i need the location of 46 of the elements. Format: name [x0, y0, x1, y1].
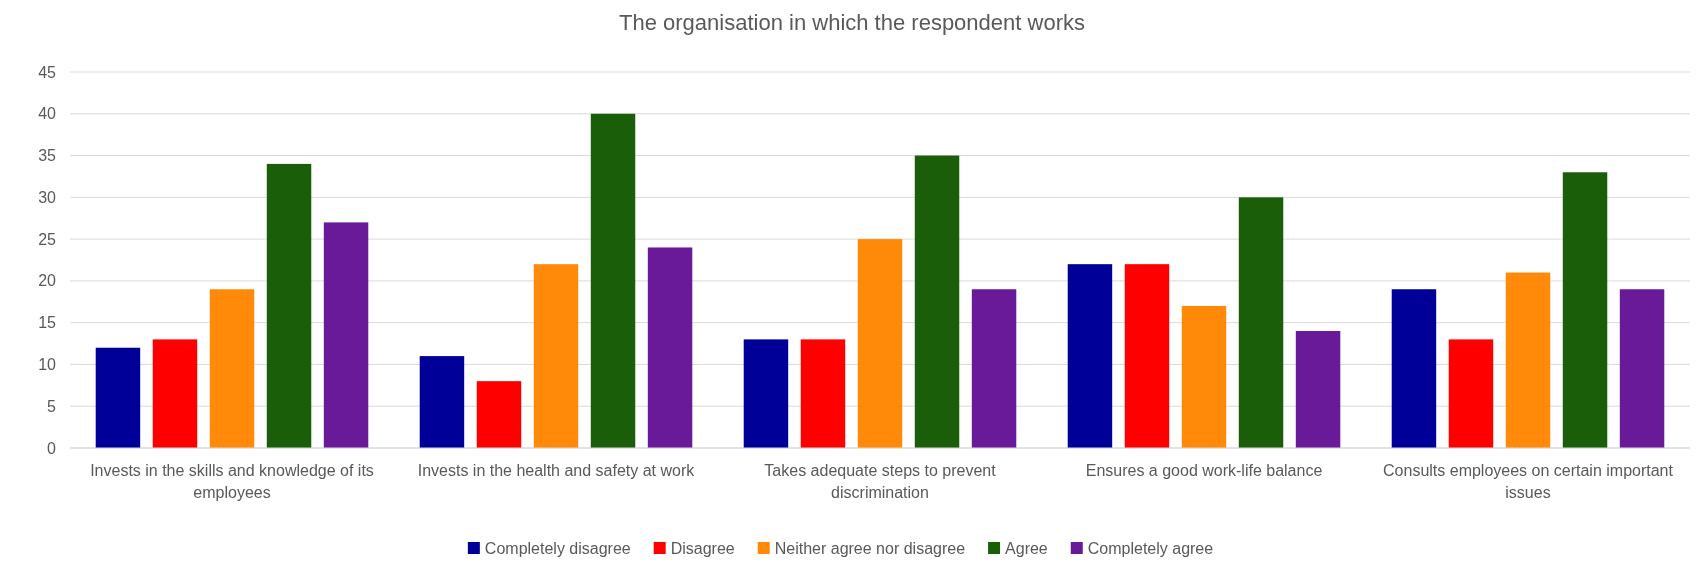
legend-label: Completely agree — [1087, 539, 1214, 557]
x-tick-label: Ensures a good work-life balance — [1085, 462, 1323, 479]
bar — [1448, 339, 1494, 448]
bar — [266, 163, 312, 448]
bar — [1124, 264, 1170, 448]
y-tick-label: 35 — [38, 147, 57, 165]
y-tick-label: 25 — [38, 230, 57, 248]
bar — [1505, 272, 1551, 448]
bar — [1181, 305, 1227, 448]
x-tick-label: Takes adequate steps to prevent discrimination — [764, 462, 997, 501]
x-tick-label: Invests in the skills and knowledge of its employees — [90, 462, 374, 501]
bar — [152, 339, 198, 448]
bar — [800, 339, 846, 448]
legend-label: Completely disagree — [484, 539, 631, 557]
bar — [533, 264, 579, 448]
bar — [419, 356, 465, 448]
bar — [1295, 331, 1341, 448]
bar — [476, 381, 522, 448]
bar — [209, 289, 255, 448]
x-tick-label: Invests in the health and safety at work — [417, 462, 696, 479]
x-tick-label: Consults employees on certain important issues — [1383, 462, 1674, 501]
bar — [971, 289, 1017, 448]
y-tick-label: 10 — [38, 356, 57, 374]
bar — [1067, 264, 1113, 448]
bar — [1619, 289, 1665, 448]
bar — [1391, 289, 1437, 448]
bar — [1238, 197, 1284, 448]
legend-label: Neither agree nor disagree — [774, 539, 966, 557]
bar — [1562, 172, 1608, 448]
legend-label: Disagree — [670, 539, 735, 557]
y-tick-label: 40 — [38, 105, 57, 123]
chart-title: The organisation in which the respondent works — [619, 10, 1085, 35]
bar — [743, 339, 789, 448]
y-tick-label: 20 — [38, 272, 57, 290]
bar — [590, 113, 636, 448]
bar — [914, 155, 960, 448]
y-tick-label: 30 — [38, 188, 57, 206]
bar — [857, 239, 903, 448]
y-tick-label: 5 — [47, 397, 57, 415]
y-tick-label: 45 — [38, 63, 57, 81]
y-tick-label: 15 — [38, 314, 57, 332]
bar — [323, 222, 369, 448]
bar — [95, 347, 141, 448]
legend-label: Agree — [1005, 539, 1048, 557]
y-tick-label: 0 — [47, 439, 57, 457]
bar — [647, 247, 693, 448]
